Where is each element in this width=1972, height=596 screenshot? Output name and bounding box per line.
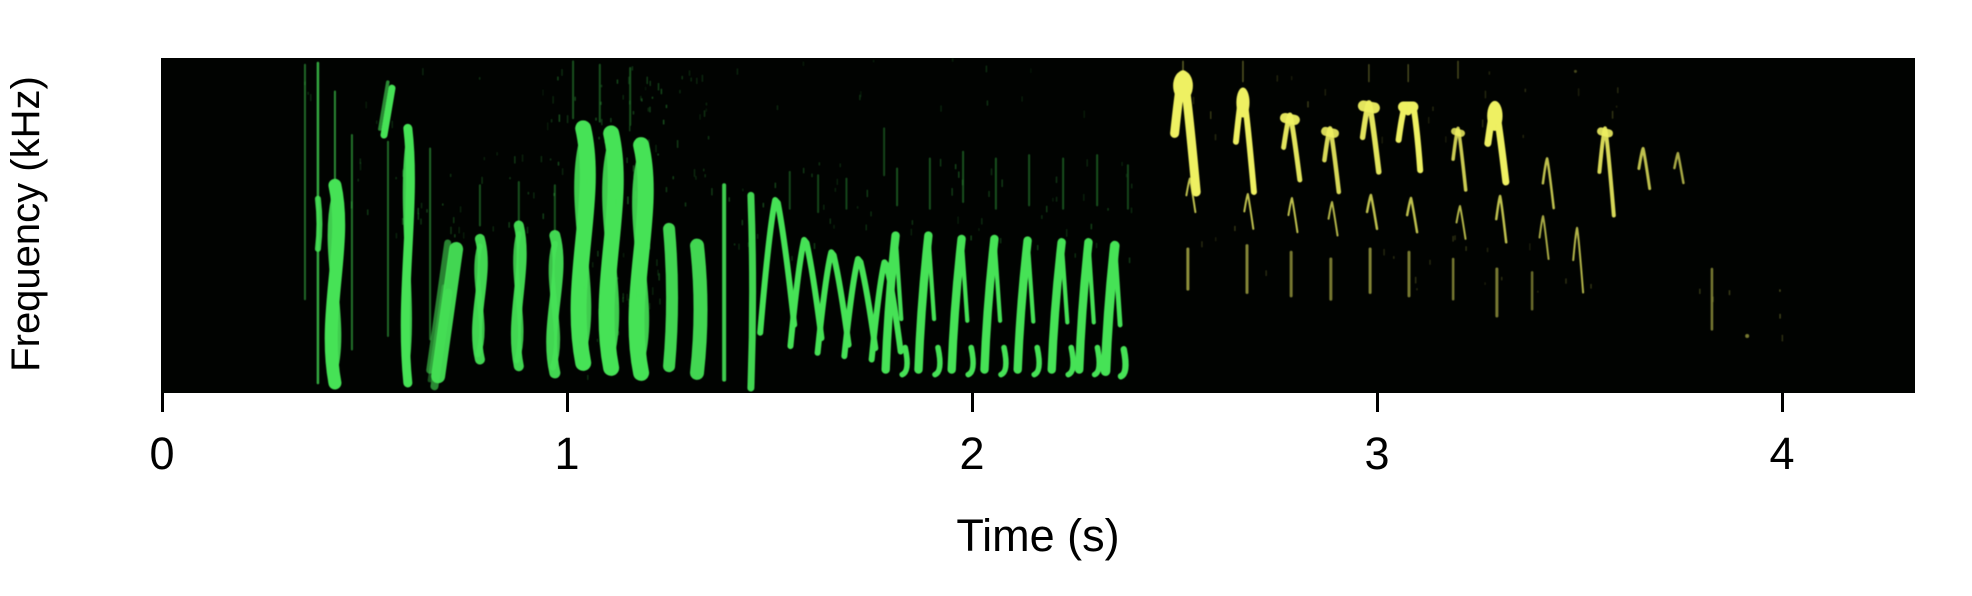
spectrogram-panel [161, 58, 1915, 393]
x-axis-tick [1375, 393, 1379, 412]
x-axis-label: Time (s) [956, 510, 1120, 561]
x-axis-tick [565, 393, 569, 412]
x-axis-tick [160, 393, 164, 412]
x-axis-tick-label: 3 [1364, 428, 1390, 479]
x-axis-tick-label: 0 [149, 428, 175, 479]
x-axis-tick-label: 2 [959, 428, 985, 479]
x-axis-tick-label: 1 [554, 428, 580, 479]
spectrogram-canvas [303, 58, 1784, 392]
x-axis-tick [970, 393, 974, 412]
x-axis-tick [1780, 393, 1784, 412]
x-axis-tick-label: 4 [1769, 428, 1795, 479]
